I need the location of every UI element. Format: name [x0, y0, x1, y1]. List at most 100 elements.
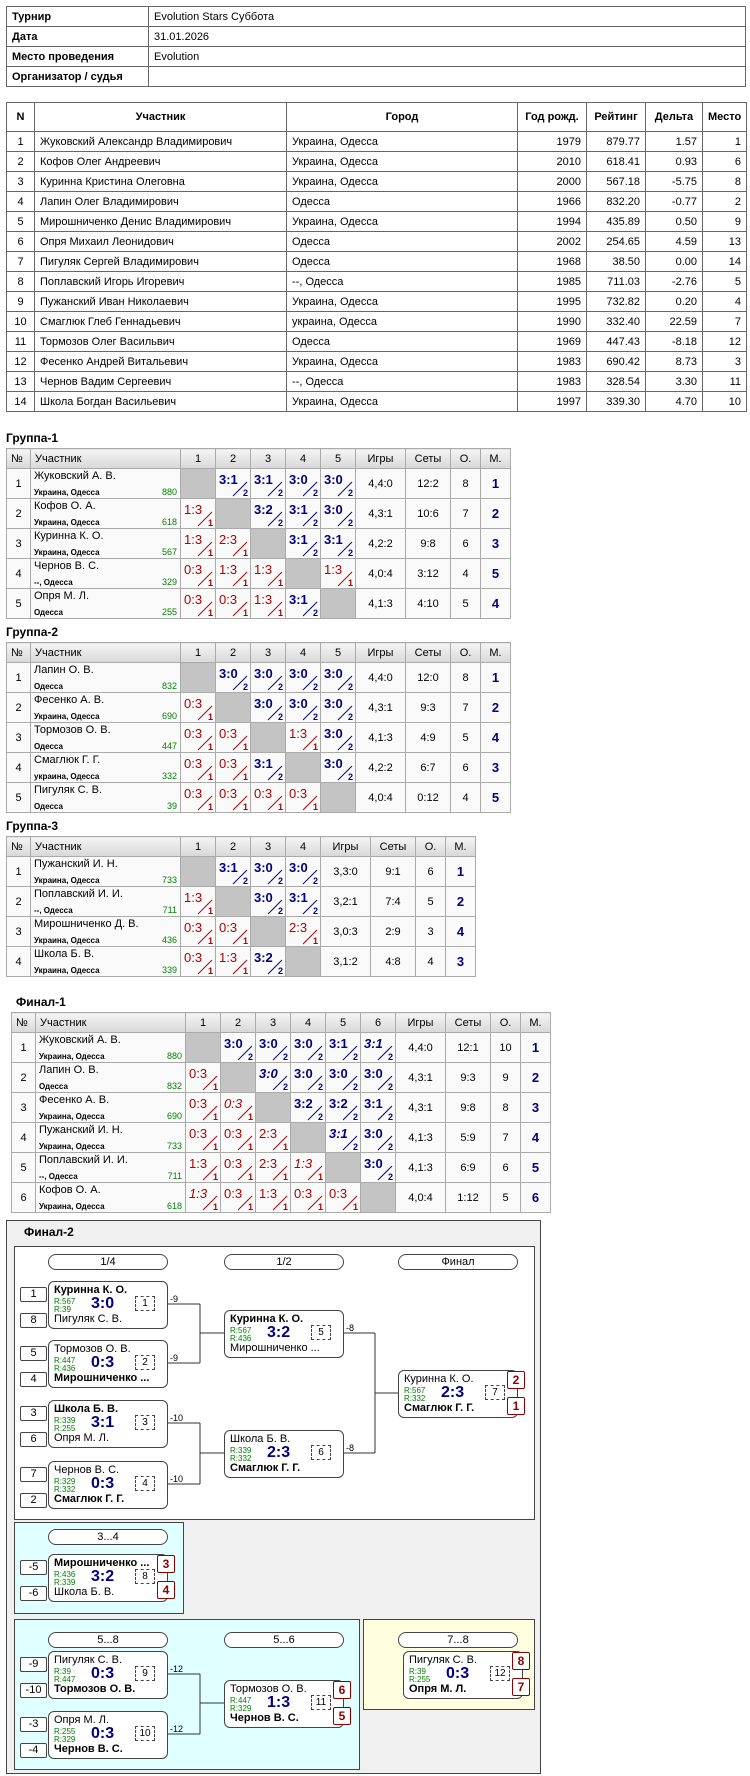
result-score: 3:0	[219, 666, 238, 681]
result-score: 3:1	[289, 502, 308, 517]
result: 2:3 1	[217, 530, 250, 558]
points: 6	[450, 752, 481, 783]
column-header: М.	[480, 642, 511, 663]
final-place: 2	[507, 1371, 525, 1389]
points: 6	[490, 1152, 521, 1183]
row-number: 3	[6, 722, 31, 753]
player-cell: 4.59	[645, 231, 703, 252]
result-cell: 3:0 2	[320, 498, 356, 529]
result: 3:0 2	[322, 694, 355, 722]
player-cell: 0.20	[645, 291, 703, 312]
player-cell: 2002	[517, 231, 587, 252]
player-rating: R:447	[54, 1356, 76, 1365]
participant-rating: 618	[166, 1201, 182, 1211]
group-title: Группа-1	[6, 431, 59, 445]
column-header: М.	[520, 1012, 551, 1033]
result: 1:3 1	[187, 1154, 220, 1182]
final-place: 1	[507, 1397, 525, 1415]
slash	[377, 1045, 393, 1061]
player-cell: 13	[702, 231, 747, 252]
result-points: 1	[317, 1172, 323, 1182]
place: 2	[480, 692, 511, 723]
slash-line	[232, 601, 248, 617]
player-name: Мирошниченко ...	[54, 1372, 150, 1384]
result-points: 1	[247, 1142, 253, 1152]
slash	[267, 511, 283, 527]
slash-line	[267, 899, 283, 915]
result-score: 0:3	[189, 1096, 208, 1111]
participant-city: Украина, Одесса	[34, 518, 100, 527]
result-points: 2	[347, 742, 353, 752]
result: 2:3 1	[257, 1154, 290, 1182]
final-place: 6	[333, 1681, 351, 1699]
result: 3:1 2	[327, 1124, 360, 1152]
group-row: 6 Кофов О. А. Украина, Одесса 618 1:3 1 0:3 1 1:…	[11, 1182, 551, 1213]
slash	[267, 765, 283, 781]
participant: Жуковский А. В. Украина, Одесса 880	[37, 1034, 185, 1062]
sets: 12:1	[445, 1032, 491, 1063]
result-points: 2	[242, 488, 248, 498]
result-cell: 1:3 1	[185, 1182, 221, 1213]
result-cell: 0:3 1	[215, 722, 251, 753]
seed: 6	[20, 1432, 47, 1447]
result-points: 2	[277, 712, 283, 722]
slash-line	[302, 869, 318, 885]
player-rating: R:567	[404, 1386, 426, 1395]
info-row: Дата 31.01.2026	[6, 26, 746, 47]
slash-line	[302, 735, 318, 751]
final-place: 3	[157, 1555, 175, 1573]
slash-line	[302, 511, 318, 527]
column-header: №	[11, 1012, 36, 1033]
slash	[197, 571, 213, 587]
slash-line	[197, 571, 213, 587]
player-cell: Опря Михаил Леонидович	[34, 231, 287, 252]
group-header: № Участник 1 2 3 4 5 6 Игры Сеты О. М.	[11, 1012, 551, 1033]
player-cell: 3	[6, 171, 35, 192]
result-score: 1:3	[189, 1156, 208, 1171]
match-number: 3	[135, 1415, 155, 1430]
result: 0:3 1	[187, 1094, 220, 1122]
result: 3:0 2	[362, 1124, 395, 1152]
result-score: 3:0	[259, 1036, 278, 1051]
self-cell	[215, 886, 251, 917]
result-points: 2	[277, 772, 283, 782]
player-cell: 10	[702, 391, 747, 412]
seed: 1	[20, 1287, 47, 1302]
group-row: 1 Жуковский А. В. Украина, Одесса 880 3:1 2 3:…	[6, 468, 511, 499]
column-header: 4	[290, 1012, 326, 1033]
result: 1:3 1	[217, 948, 250, 976]
result: 3:0 2	[217, 664, 250, 692]
slash	[197, 705, 213, 721]
slash	[302, 735, 318, 751]
player-cell: 618.41	[586, 151, 646, 172]
slash-line	[202, 1135, 218, 1151]
player-cell: 2	[6, 151, 35, 172]
player-name: Чернов В. С.	[54, 1464, 120, 1476]
participant: Пужанский И. Н. Украина, Одесса 733	[37, 1124, 185, 1152]
slash-line	[337, 571, 353, 587]
column-header: Участник	[34, 102, 287, 132]
result-cell: 1:3 1	[285, 722, 321, 753]
column-header: 5	[320, 642, 356, 663]
player-rating: R:339	[54, 1578, 76, 1587]
result-cell: 0:3 1	[215, 916, 251, 947]
row-number: 2	[6, 498, 31, 529]
participant-city: Одесса	[39, 1082, 68, 1091]
slash-line	[232, 765, 248, 781]
result: 3:0 2	[252, 694, 285, 722]
player-cell: Мирошниченко Денис Владимирович	[34, 211, 287, 232]
slash-line	[337, 765, 353, 781]
result-cell: 3:2 2	[250, 946, 286, 977]
result: 3:1 2	[287, 530, 320, 558]
result-points: 2	[387, 1112, 393, 1122]
result-points: 1	[352, 1202, 358, 1212]
participant-rating: 880	[161, 487, 177, 497]
result-cell: 3:1 2	[285, 528, 321, 559]
slash	[377, 1105, 393, 1121]
result: 1:3 1	[182, 530, 215, 558]
slash	[267, 601, 283, 617]
result-points: 1	[207, 712, 213, 722]
result: 3:1 2	[217, 470, 250, 498]
match: Школа Б. В. R:339 Смаглюк Г. Г. R:332 2:3 6	[224, 1430, 344, 1478]
result-points: 1	[207, 742, 213, 752]
